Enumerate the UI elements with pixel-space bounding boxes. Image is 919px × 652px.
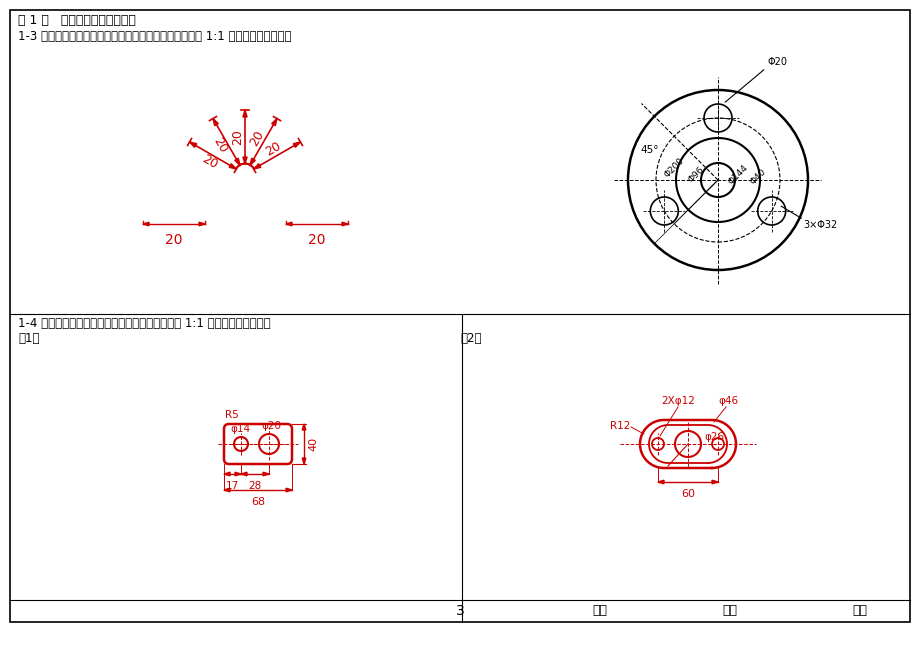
Polygon shape [263,472,268,476]
Text: Φ200: Φ200 [662,156,685,180]
Text: 20: 20 [308,233,325,247]
Polygon shape [199,222,205,226]
Text: Φ40: Φ40 [747,168,766,186]
Polygon shape [223,472,230,476]
Polygon shape [254,164,260,169]
Text: 班级: 班级 [592,604,607,617]
Text: 姓名: 姓名 [721,604,737,617]
Polygon shape [301,458,305,464]
Text: Φ96: Φ96 [686,165,705,185]
Text: φ14: φ14 [230,424,250,434]
Text: Φ20: Φ20 [767,57,788,67]
Polygon shape [243,110,247,117]
Polygon shape [223,488,230,492]
Polygon shape [189,142,197,147]
Text: φ26: φ26 [703,432,723,442]
Text: 40: 40 [308,437,318,451]
Polygon shape [286,222,291,226]
Text: 68: 68 [251,497,265,507]
Text: R5: R5 [225,410,239,420]
Polygon shape [711,481,717,484]
Polygon shape [142,222,149,226]
Text: 3: 3 [455,604,464,618]
Polygon shape [271,119,277,126]
Text: 第 1 章   制图的基本知识和技能: 第 1 章 制图的基本知识和技能 [18,14,136,27]
Polygon shape [250,158,255,166]
Text: 20: 20 [247,128,267,149]
Text: 20: 20 [199,152,220,171]
Text: 学号: 学号 [852,604,867,617]
Text: （2）: （2） [460,332,481,345]
Polygon shape [243,157,247,164]
Polygon shape [286,488,291,492]
Polygon shape [229,164,236,169]
Text: 20: 20 [210,136,230,156]
Text: φ46: φ46 [717,396,737,406]
Text: φ20: φ20 [261,421,280,431]
Polygon shape [301,424,305,430]
Text: 28: 28 [248,481,261,491]
Polygon shape [234,158,240,166]
Polygon shape [657,481,664,484]
Text: 3×Φ32: 3×Φ32 [802,220,836,230]
Text: R12: R12 [609,421,630,431]
Text: 20: 20 [232,129,244,145]
Text: 17: 17 [226,481,239,491]
Text: 20: 20 [263,140,283,159]
Polygon shape [241,472,246,476]
Polygon shape [293,142,301,147]
Text: 2Xφ12: 2Xφ12 [661,396,694,406]
Text: 20: 20 [165,233,183,247]
Text: 60: 60 [680,489,694,499]
Text: 45°: 45° [640,145,659,155]
Polygon shape [342,222,347,226]
Text: 1-3 尺寸标注练习：填注下列图形中的尺寸，尺寸数值按 1:1 从图上量，取整数。: 1-3 尺寸标注练习：填注下列图形中的尺寸，尺寸数值按 1:1 从图上量，取整数… [18,30,291,43]
Text: Φ144: Φ144 [725,164,749,186]
Polygon shape [213,119,218,126]
Text: （1）: （1） [18,332,40,345]
Text: 1-4 分析下列平面图形并标注尺寸。（尺寸数值按 1:1 从图中量，取整数）: 1-4 分析下列平面图形并标注尺寸。（尺寸数值按 1:1 从图中量，取整数） [18,317,270,330]
Polygon shape [234,472,241,476]
